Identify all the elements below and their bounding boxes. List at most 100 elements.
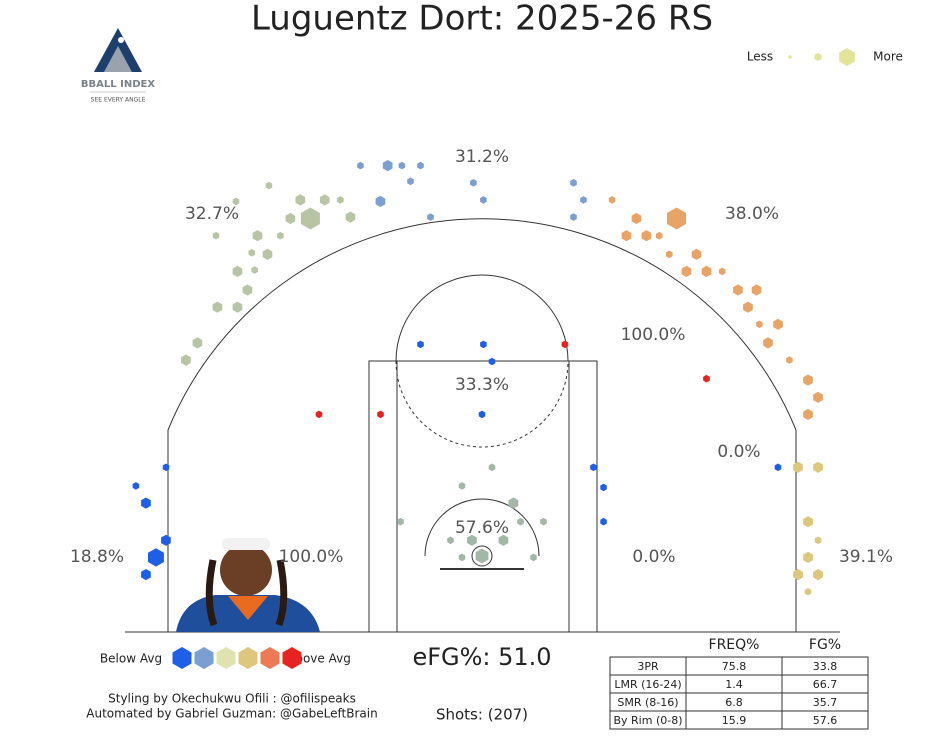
shot-hex <box>774 463 782 472</box>
shot-hex <box>248 249 256 257</box>
table-cell: 57.6 <box>813 714 838 727</box>
color-legend-hex <box>194 647 214 669</box>
shot-hex <box>773 318 783 330</box>
shots-total: Shots: (207) <box>436 706 528 724</box>
color-legend-hex <box>216 647 236 669</box>
shot-hex <box>803 374 813 386</box>
title: Luguentz Dort: 2025-26 RS <box>251 0 713 39</box>
shot-hex <box>162 463 170 472</box>
shot-hex <box>478 410 486 419</box>
shot-hex <box>570 179 577 187</box>
shot-hex <box>804 588 812 596</box>
efg: eFG%: 51.0 <box>412 643 551 671</box>
size-legend-hex <box>788 55 792 59</box>
shot-hex <box>517 517 524 526</box>
shot-hex <box>570 213 577 221</box>
shot-hex <box>427 213 434 221</box>
shot-hex <box>407 177 414 186</box>
shot-hex <box>498 534 509 546</box>
shot-hex <box>398 161 406 170</box>
shot-hex <box>480 196 487 204</box>
shot-hex <box>793 569 803 581</box>
table-cell: 6.8 <box>725 696 743 709</box>
shot-hex <box>251 266 258 274</box>
shot-hex <box>756 320 763 329</box>
shot-hex <box>467 534 477 546</box>
logo-tagline: SEE EVERY ANGLE <box>91 97 146 104</box>
legend-less: Less <box>747 50 773 64</box>
shot-hex <box>265 181 273 190</box>
shot-hex <box>590 463 597 472</box>
table-cell: 75.8 <box>722 660 747 673</box>
shot-hex <box>751 284 762 296</box>
shot-hex <box>295 194 306 206</box>
shot-hex <box>319 194 330 206</box>
credit: Automated by Gabriel Guzman: @GabeLeftBr… <box>86 707 377 721</box>
logo-name: BBALL INDEX <box>81 79 155 90</box>
shot-hex <box>733 284 743 296</box>
shot-hex <box>530 553 537 562</box>
zone-label: 32.7% <box>185 204 239 224</box>
shot-hex <box>232 265 243 277</box>
legend-below: Below Avg <box>100 652 162 666</box>
shot-hex <box>480 340 487 349</box>
shot-hex <box>232 301 243 313</box>
shot-hex <box>232 197 240 206</box>
shot-hex <box>621 230 632 242</box>
color-legend-hex <box>282 647 302 669</box>
shot-hex <box>417 161 424 170</box>
shot-hex <box>397 517 404 526</box>
color-legend-hex <box>172 647 192 669</box>
shot-hex <box>656 231 663 240</box>
shot-hex <box>132 482 140 490</box>
table-header: FREQ% <box>709 637 760 653</box>
shot-hex <box>181 354 191 366</box>
shot-hex <box>345 211 356 223</box>
shot-hex <box>814 536 822 545</box>
shot-hex <box>161 534 171 546</box>
shot-hex <box>212 231 220 240</box>
zone-label: 0.0% <box>632 547 675 567</box>
table-cell: 1.4 <box>725 678 743 691</box>
shot-hex <box>458 482 466 490</box>
table-cell: LMR (16-24) <box>614 678 681 691</box>
shot-hex <box>242 284 253 296</box>
shot-hex <box>813 391 823 403</box>
shot-hex <box>447 536 454 545</box>
zone-label: 0.0% <box>717 442 760 462</box>
logo: BBALL INDEX SEE EVERY ANGLE <box>81 28 155 104</box>
shot-hex <box>803 516 813 528</box>
shot-hex <box>631 212 642 225</box>
table-cell: 66.7 <box>813 678 838 691</box>
shot-hex <box>786 356 793 364</box>
shot-hex <box>475 548 489 564</box>
shot-hex <box>803 551 813 563</box>
shot-hex <box>580 196 587 204</box>
shot-hex <box>600 517 607 526</box>
size-legend-hex <box>814 53 822 61</box>
shot-hex <box>148 548 164 567</box>
shot-hex <box>252 230 263 242</box>
zone-label: 33.3% <box>455 375 509 395</box>
zone-label: 100.0% <box>621 325 686 345</box>
credit: Styling by Okechukwu Ofili : @ofilispeak… <box>108 692 356 706</box>
shot-hex <box>540 517 547 526</box>
zone-label: 31.2% <box>455 147 509 167</box>
shot-hex <box>701 265 712 277</box>
table-header: FG% <box>809 637 841 653</box>
table-cell: By Rim (0-8) <box>613 714 682 727</box>
shot-hex <box>488 463 496 472</box>
shot-hex <box>718 267 726 276</box>
shot-hex <box>337 196 344 204</box>
zone-label: 38.0% <box>725 204 779 224</box>
shot-hex <box>417 340 424 349</box>
legend-more: More <box>873 50 903 64</box>
table-cell: 15.9 <box>722 714 747 727</box>
legend-above: Above Avg <box>287 652 351 666</box>
shot-hex <box>357 161 364 170</box>
shot-hex <box>681 265 692 277</box>
shot-hex <box>508 497 519 509</box>
player-photo <box>176 538 320 632</box>
shot-hex <box>375 195 386 207</box>
